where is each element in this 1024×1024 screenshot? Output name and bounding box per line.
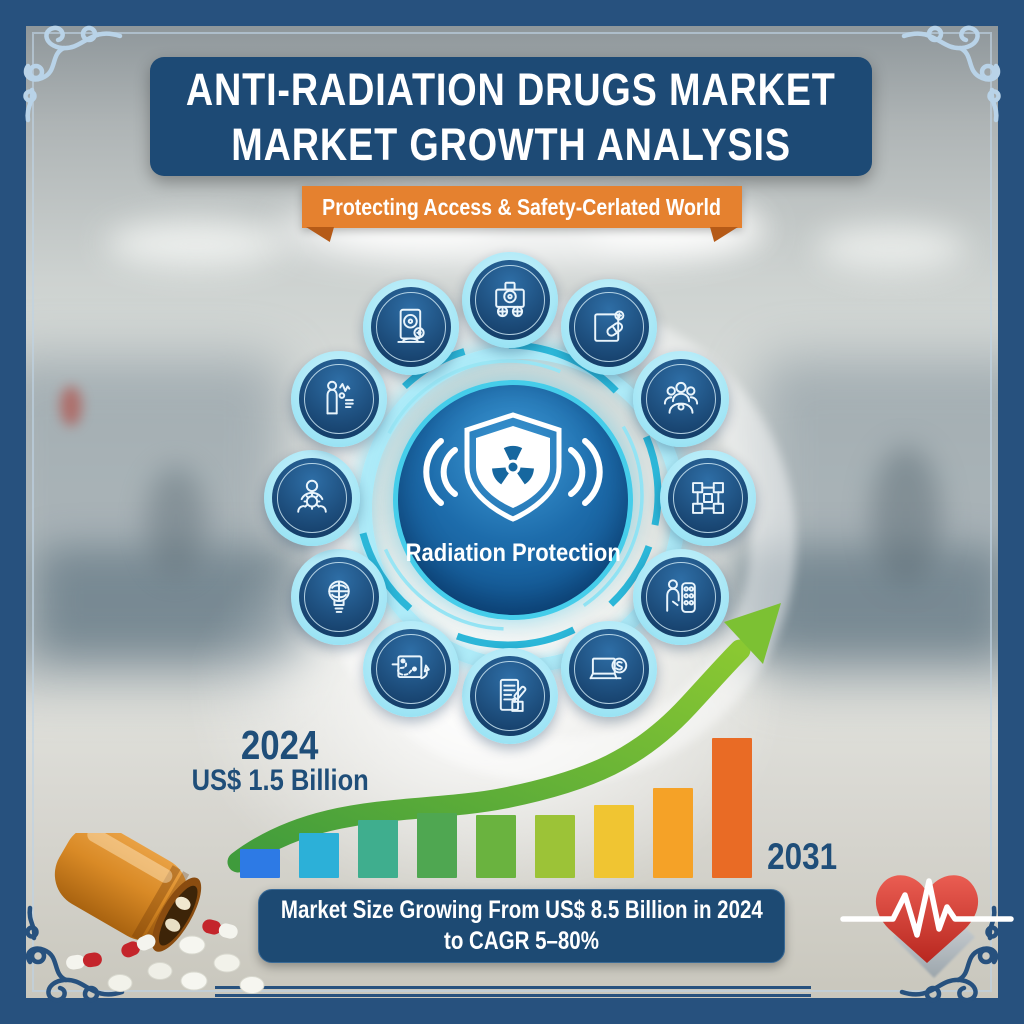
- footer-line-1: Market Size Growing From US$ 8.5 Billion…: [280, 896, 763, 924]
- heart-ekg-icon: [840, 875, 1014, 963]
- hub-dashed-ring: [354, 341, 662, 649]
- bar-8: [653, 788, 693, 878]
- bar-5: [476, 815, 516, 878]
- patient-dosage-icon: [633, 549, 730, 645]
- specialist-gear-icon: [264, 450, 360, 546]
- footer-line-2: to CAGR 5–80%: [444, 927, 599, 955]
- bar-7: [594, 805, 634, 878]
- bottom-rule-1: [215, 986, 811, 989]
- patient-vitals-icon: [290, 351, 387, 447]
- bar-chart: [240, 738, 752, 878]
- footer-banner: Market Size Growing From US$ 8.5 Billion…: [258, 889, 785, 963]
- subtitle-text: Protecting Access & Safety-Cerlated Worl…: [322, 193, 722, 220]
- bar-6: [535, 815, 575, 878]
- subtitle-ribbon: Protecting Access & Safety-Cerlated Worl…: [302, 186, 742, 242]
- start-value-label: US$ 1.5 Billion: [191, 764, 369, 797]
- shield-radiation-icon: [423, 412, 603, 522]
- bar-2: [299, 833, 339, 878]
- hub-label: Radiation Protection: [405, 539, 621, 567]
- strategy-roadmap-icon: [363, 621, 459, 718]
- drug-document-icon: [561, 278, 657, 375]
- title-banner: ANTI-RADIATION DRUGS MARKET MARKET GROWT…: [150, 57, 872, 176]
- start-year-label: 2024: [241, 722, 319, 768]
- bar-4: [417, 813, 457, 878]
- workflow-network-icon: [660, 450, 756, 546]
- bar-1: [240, 849, 280, 878]
- title-line-2: MARKET GROWTH ANALYSIS: [231, 118, 791, 170]
- bottom-rule-2: [215, 994, 811, 997]
- pill-bottle-image: [54, 833, 265, 994]
- title-line-1: ANTI-RADIATION DRUGS MARKET: [186, 63, 836, 115]
- market-finance-icon: [561, 621, 657, 718]
- innovation-bulb-icon: [290, 549, 387, 645]
- mobile-radiology-cart-icon: [462, 252, 558, 348]
- bar-9: [712, 738, 752, 878]
- bar-3: [358, 820, 398, 878]
- diagnostic-scanner-icon: [363, 278, 459, 375]
- end-year-label: 2031: [767, 836, 837, 877]
- hub-circle: Radiation Protection: [393, 380, 633, 620]
- patients-group-icon: [633, 351, 730, 447]
- clinical-report-icon: [462, 648, 558, 744]
